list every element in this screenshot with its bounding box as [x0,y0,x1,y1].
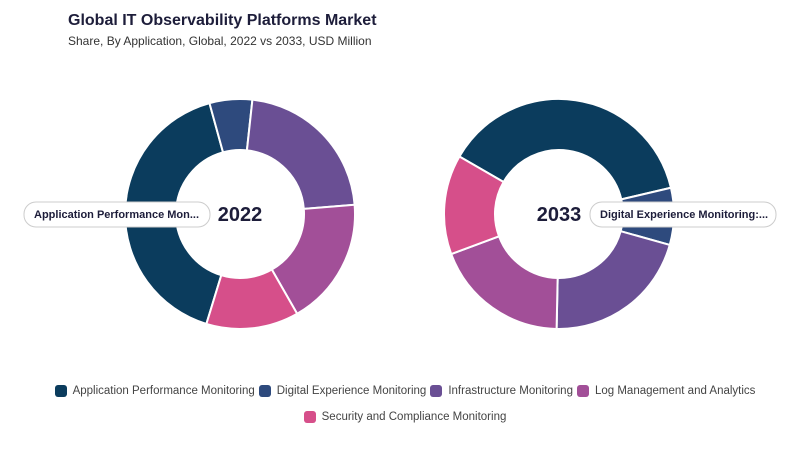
tooltip-box [23,201,211,228]
donut-slice [443,155,505,256]
legend-swatch [576,385,589,397]
legend-label: Log Management and Analytics [594,385,756,397]
donut-slice [458,98,673,201]
legend-label: Application Performance Monitoring [72,385,255,397]
legend-item[interactable]: Digital Experience Monitoring [258,384,427,398]
legend-item[interactable]: Infrastructure Monitoring [430,384,573,398]
legend-swatch [303,411,316,423]
tooltip-text: Digital Experience Monitoring:... [600,209,768,221]
center-label: 2033 [537,204,582,226]
legend-swatch [258,385,271,397]
chart-title: Global IT Observability Platforms Market [68,12,377,29]
legend: Application Performance Monitoring Digita… [40,384,770,424]
legend-label: Digital Experience Monitoring [276,385,427,397]
legend-item[interactable]: Log Management and Analytics [576,384,756,398]
donut-slice [555,229,671,330]
tooltip-box [589,201,777,228]
legend-swatch [430,385,443,397]
center-label: 2022 [218,204,263,226]
legend-label: Infrastructure Monitoring [448,385,573,397]
legend-swatch [54,385,67,397]
legend-item[interactable]: Security and Compliance Monitoring [303,410,507,424]
tooltip-text: Application Performance Mon... [34,209,199,221]
donut-slice [205,268,299,330]
legend-label: Security and Compliance Monitoring [321,411,507,423]
donut-slice [245,98,356,210]
chart-subtitle: Share, By Application, Global, 2022 vs 2… [68,34,372,48]
donut-slice [449,235,559,330]
legend-item[interactable]: Application Performance Monitoring [54,384,255,398]
